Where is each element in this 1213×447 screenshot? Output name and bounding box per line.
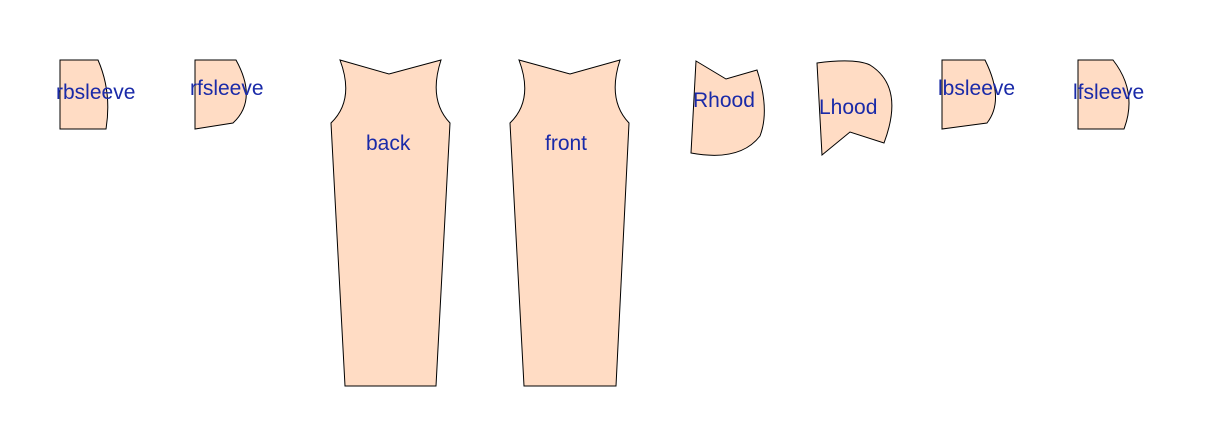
rbsleeve-label: rbsleeve — [56, 81, 135, 104]
rhood-label: Rhood — [693, 89, 755, 112]
rbsleeve-outline — [59, 59, 109, 130]
lfsleeve-label: lfsleeve — [1073, 81, 1144, 104]
pattern-piece-rfsleeve[interactable]: rfsleeve — [190, 59, 264, 130]
lhood-outline — [816, 60, 893, 157]
pattern-piece-rhood[interactable]: Rhood — [690, 60, 765, 156]
rhood-outline — [690, 60, 765, 156]
pattern-piece-front[interactable]: front — [509, 59, 630, 387]
pattern-piece-lfsleeve[interactable]: lfsleeve — [1073, 59, 1144, 130]
pattern-piece-back[interactable]: back — [330, 59, 451, 387]
pattern-piece-lbsleeve[interactable]: lbsleeve — [938, 59, 1015, 130]
pattern-piece-rbsleeve[interactable]: rbsleeve — [56, 59, 135, 130]
rfsleeve-label: rfsleeve — [190, 77, 264, 100]
front-outline — [509, 59, 630, 387]
rfsleeve-outline — [194, 59, 247, 130]
lbsleeve-outline — [941, 59, 996, 130]
lbsleeve-label: lbsleeve — [938, 77, 1015, 100]
front-label: front — [545, 132, 587, 155]
back-outline — [330, 59, 451, 387]
lhood-label: Lhood — [819, 96, 877, 119]
lfsleeve-outline — [1077, 59, 1130, 130]
back-label: back — [366, 132, 411, 155]
pattern-piece-lhood[interactable]: Lhood — [816, 60, 893, 157]
